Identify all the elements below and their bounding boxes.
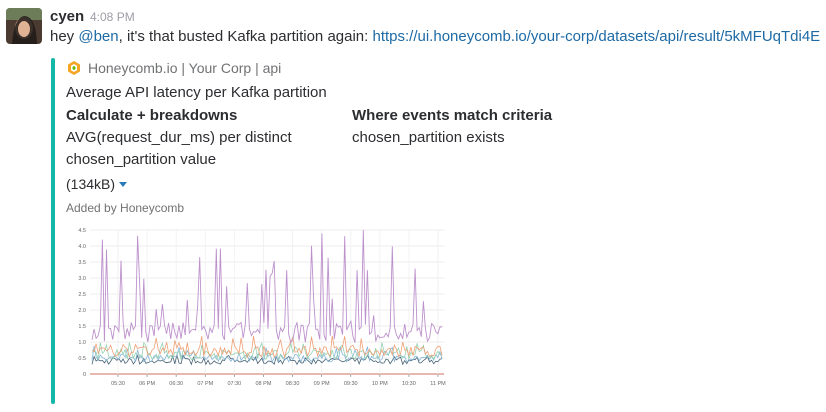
x-tick-label: 11 PM [430,381,446,387]
y-tick-label: 1.0 [78,340,86,346]
y-tick-label: 1.5 [78,324,86,330]
attachment-service: Honeycomb.io | Your Corp | api [66,60,281,76]
message-text: hey @ben, it's that busted Kafka partiti… [50,28,820,45]
x-tick-label: 07:30 [227,381,241,387]
attachment-title[interactable]: Average API latency per Kafka partition [66,84,327,101]
where-heading: Where events match criteria [352,107,553,124]
y-tick-label: 2.0 [78,308,86,314]
x-tick-label: 05:30 [111,381,125,387]
attachment-size: (134kB) [66,176,116,192]
user-mention[interactable]: @ben [78,28,119,45]
y-tick-label: 3.5 [78,260,86,266]
honeycomb-logo-icon [68,61,80,75]
calc-value: AVG(request_dur_ms) per distinct chosen_… [66,129,292,168]
where-value: chosen_partition exists [352,129,505,146]
series-line [91,229,443,344]
x-tick-label: 09 PM [314,381,330,387]
calc-heading: Calculate + breakdowns [66,107,238,124]
x-tick-label: 08 PM [256,381,272,387]
series-line [91,335,443,359]
message-author[interactable]: cyen [50,8,85,25]
x-tick-label: 08:30 [286,381,300,387]
y-tick-label: 0 [83,372,86,378]
caret-down-icon[interactable] [119,181,128,187]
x-tick-label: 10:30 [402,381,416,387]
x-tick-label: 10 PM [372,381,388,387]
attachment-accent-bar [51,58,55,404]
x-tick-label: 09:30 [344,381,358,387]
y-tick-label: 4.0 [78,244,86,250]
latency-chart[interactable]: 0 0.5 1.0 1.5 2.0 2.5 3.0 3.5 4.0 4.5 05:30 06 PM 06… [64,224,454,399]
x-tick-label: 06:30 [169,381,183,387]
attachment-footer: Added by Honeycomb [66,201,185,215]
attachment-size-toggle[interactable]: (134kB) [66,176,128,192]
message-timestamp[interactable]: 4:08 PM [90,10,135,24]
message-text-after: , it's that busted Kafka partition again… [118,28,373,45]
user-avatar[interactable] [6,8,42,44]
result-link[interactable]: https://ui.honeycomb.io/your-corp/datase… [372,28,821,45]
attachment-service-name: Honeycomb.io | Your Corp | api [88,60,282,76]
y-tick-label: 2.5 [78,292,86,298]
y-tick-label: 0.5 [78,356,86,362]
x-tick-label: 06 PM [139,381,155,387]
y-tick-label: 4.5 [78,228,86,234]
message-text-before: hey [50,28,79,45]
x-tick-label: 07 PM [197,381,213,387]
y-tick-label: 3.0 [78,276,86,282]
